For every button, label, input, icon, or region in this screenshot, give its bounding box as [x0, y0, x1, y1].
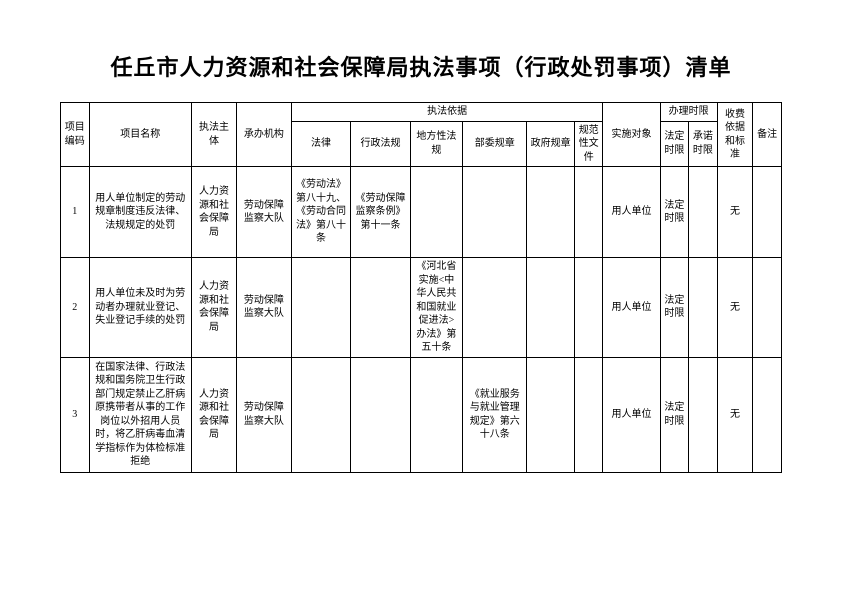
- cell-org: 劳动保障监察大队: [237, 258, 292, 358]
- enforcement-table: 项目编码 项目名称 执法主体 承办机构 执法依据 实施对象 办理时限 收费依据和…: [60, 102, 782, 473]
- table-body: 1 用人单位制定的劳动规章制度违反法律、法规规定的处罚 人力资源和社会保障局 劳…: [61, 167, 782, 473]
- col-gov-rule: 政府规章: [527, 121, 575, 167]
- cell-norm-doc: [574, 357, 603, 472]
- col-law: 法律: [291, 121, 350, 167]
- page-title: 任丘市人力资源和社会保障局执法事项（行政处罚事项）清单: [60, 50, 782, 82]
- cell-target: 用人单位: [603, 357, 660, 472]
- col-admin-reg: 行政法规: [351, 121, 410, 167]
- col-code: 项目编码: [61, 103, 90, 167]
- cell-name: 用人单位未及时为劳动者办理就业登记、失业登记手续的处罚: [89, 258, 191, 358]
- cell-fee: 无: [717, 357, 753, 472]
- col-time-group: 办理时限: [660, 103, 717, 122]
- table-row: 1 用人单位制定的劳动规章制度违反法律、法规规定的处罚 人力资源和社会保障局 劳…: [61, 167, 782, 258]
- cell-admin-reg: 《劳动保障监察条例》第十一条: [351, 167, 410, 258]
- cell-local-reg: [410, 357, 462, 472]
- cell-admin-reg: [351, 258, 410, 358]
- cell-gov-rule: [527, 357, 575, 472]
- cell-promise-time: [689, 258, 718, 358]
- cell-promise-time: [689, 167, 718, 258]
- header-row-1: 项目编码 项目名称 执法主体 承办机构 执法依据 实施对象 办理时限 收费依据和…: [61, 103, 782, 122]
- cell-legal-time: 法定时限: [660, 258, 689, 358]
- cell-dept-rule: [463, 167, 527, 258]
- cell-code: 1: [61, 167, 90, 258]
- cell-norm-doc: [574, 167, 603, 258]
- cell-legal-time: 法定时限: [660, 357, 689, 472]
- col-subject: 执法主体: [191, 103, 236, 167]
- cell-legal-time: 法定时限: [660, 167, 689, 258]
- cell-fee: 无: [717, 258, 753, 358]
- table-row: 3 在国家法律、行政法规和国务院卫生行政部门规定禁止乙肝病原携带者从事的工作岗位…: [61, 357, 782, 472]
- cell-local-reg: 《河北省实施<中华人民共和国就业促进法>办法》第五十条: [410, 258, 462, 358]
- cell-org: 劳动保障监察大队: [237, 167, 292, 258]
- cell-gov-rule: [527, 167, 575, 258]
- col-norm-doc: 规范性文件: [574, 121, 603, 167]
- col-basis-group: 执法依据: [291, 103, 603, 122]
- cell-name: 在国家法律、行政法规和国务院卫生行政部门规定禁止乙肝病原携带者从事的工作岗位以外…: [89, 357, 191, 472]
- cell-local-reg: [410, 167, 462, 258]
- col-legal-time: 法定时限: [660, 121, 689, 167]
- cell-dept-rule: [463, 258, 527, 358]
- cell-name: 用人单位制定的劳动规章制度违反法律、法规规定的处罚: [89, 167, 191, 258]
- cell-subject: 人力资源和社会保障局: [191, 357, 236, 472]
- cell-target: 用人单位: [603, 167, 660, 258]
- col-org: 承办机构: [237, 103, 292, 167]
- col-name: 项目名称: [89, 103, 191, 167]
- cell-remark: [753, 357, 782, 472]
- cell-gov-rule: [527, 258, 575, 358]
- col-promise-time: 承诺时限: [689, 121, 718, 167]
- cell-code: 2: [61, 258, 90, 358]
- cell-law: [291, 357, 350, 472]
- cell-subject: 人力资源和社会保障局: [191, 167, 236, 258]
- cell-subject: 人力资源和社会保障局: [191, 258, 236, 358]
- col-target: 实施对象: [603, 103, 660, 167]
- col-dept-rule: 部委规章: [463, 121, 527, 167]
- cell-promise-time: [689, 357, 718, 472]
- col-fee: 收费依据和标准: [717, 103, 753, 167]
- table-row: 2 用人单位未及时为劳动者办理就业登记、失业登记手续的处罚 人力资源和社会保障局…: [61, 258, 782, 358]
- col-local-reg: 地方性法规: [410, 121, 462, 167]
- cell-dept-rule: 《就业服务与就业管理规定》第六十八条: [463, 357, 527, 472]
- cell-target: 用人单位: [603, 258, 660, 358]
- cell-fee: 无: [717, 167, 753, 258]
- cell-law: [291, 258, 350, 358]
- cell-org: 劳动保障监察大队: [237, 357, 292, 472]
- cell-norm-doc: [574, 258, 603, 358]
- col-remark: 备注: [753, 103, 782, 167]
- cell-code: 3: [61, 357, 90, 472]
- cell-remark: [753, 167, 782, 258]
- page: 任丘市人力资源和社会保障局执法事项（行政处罚事项）清单 项目编码 项目名称 执法…: [0, 0, 842, 493]
- cell-remark: [753, 258, 782, 358]
- cell-law: 《劳动法》第八十九、《劳动合同法》第八十条: [291, 167, 350, 258]
- cell-admin-reg: [351, 357, 410, 472]
